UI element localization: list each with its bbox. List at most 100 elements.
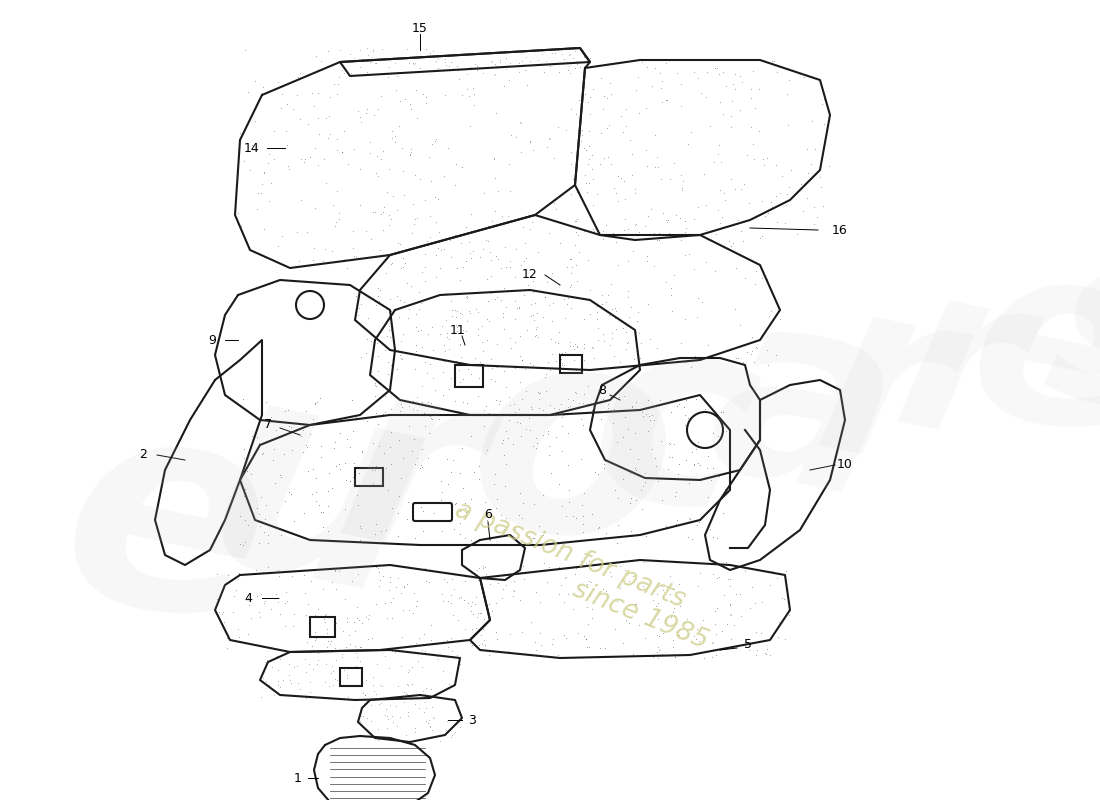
Point bbox=[378, 355, 396, 368]
Point bbox=[550, 403, 568, 416]
Point bbox=[486, 68, 504, 81]
Point bbox=[559, 291, 576, 304]
Point bbox=[625, 352, 642, 365]
Point bbox=[575, 354, 593, 366]
Point bbox=[252, 186, 270, 199]
Point bbox=[572, 366, 590, 378]
Point bbox=[550, 561, 568, 574]
Point bbox=[451, 658, 469, 670]
Point bbox=[416, 695, 433, 708]
Point bbox=[309, 158, 327, 171]
Point bbox=[595, 102, 613, 115]
Point bbox=[579, 601, 596, 614]
Point bbox=[490, 185, 507, 198]
Point bbox=[327, 654, 344, 666]
Point bbox=[652, 82, 670, 94]
Point bbox=[442, 55, 460, 68]
Point bbox=[235, 443, 253, 456]
Point bbox=[554, 293, 572, 306]
Point bbox=[440, 678, 458, 690]
Point bbox=[581, 307, 598, 320]
Point bbox=[666, 602, 683, 614]
Point bbox=[675, 590, 693, 602]
Point bbox=[725, 78, 742, 90]
Point bbox=[549, 121, 566, 134]
Point bbox=[568, 386, 585, 399]
Point bbox=[279, 658, 297, 670]
Point bbox=[575, 486, 593, 499]
Point bbox=[638, 61, 656, 74]
Point bbox=[564, 173, 582, 186]
Point bbox=[471, 639, 488, 652]
Point bbox=[535, 556, 552, 569]
Point bbox=[417, 97, 434, 110]
Point bbox=[367, 518, 385, 531]
Point bbox=[397, 686, 415, 699]
Point bbox=[724, 236, 741, 249]
Point bbox=[337, 593, 354, 606]
Point bbox=[437, 344, 454, 357]
Point bbox=[638, 102, 656, 114]
Point bbox=[463, 596, 481, 609]
Point bbox=[229, 622, 246, 635]
Point bbox=[630, 106, 648, 119]
Point bbox=[507, 312, 525, 325]
Point bbox=[576, 143, 594, 156]
Point bbox=[265, 125, 283, 138]
Point bbox=[644, 80, 661, 93]
Point bbox=[309, 602, 327, 615]
Point bbox=[409, 631, 427, 644]
Point bbox=[365, 390, 383, 402]
Point bbox=[626, 598, 644, 610]
Point bbox=[562, 253, 580, 266]
Point bbox=[575, 225, 593, 238]
Point bbox=[437, 53, 454, 66]
Point bbox=[377, 301, 395, 314]
Point bbox=[392, 94, 409, 107]
Point bbox=[502, 184, 519, 197]
Point bbox=[510, 594, 528, 606]
Point bbox=[492, 55, 509, 68]
Point bbox=[306, 142, 323, 154]
Point bbox=[353, 53, 371, 66]
Point bbox=[440, 343, 458, 356]
Point bbox=[246, 74, 264, 87]
Point bbox=[379, 367, 397, 380]
Point bbox=[344, 425, 362, 438]
Point bbox=[288, 659, 306, 672]
Point bbox=[805, 72, 823, 85]
Point bbox=[580, 555, 597, 568]
Point bbox=[354, 710, 372, 722]
Point bbox=[360, 633, 377, 646]
Point bbox=[383, 710, 400, 722]
Point bbox=[352, 715, 370, 728]
Point bbox=[547, 335, 564, 348]
Point bbox=[688, 392, 705, 405]
Point bbox=[371, 439, 388, 452]
Point bbox=[606, 311, 624, 324]
Point bbox=[615, 174, 632, 187]
Point bbox=[393, 630, 410, 643]
Point bbox=[594, 233, 612, 246]
Point bbox=[556, 311, 573, 324]
Point bbox=[284, 102, 301, 115]
Point bbox=[716, 588, 734, 601]
Point bbox=[585, 225, 603, 238]
Point bbox=[527, 322, 544, 335]
Point bbox=[417, 682, 434, 694]
Point bbox=[463, 622, 481, 635]
Point bbox=[282, 487, 299, 500]
Point bbox=[390, 119, 408, 132]
Point bbox=[708, 532, 726, 545]
Point bbox=[305, 463, 322, 476]
Point bbox=[424, 413, 441, 426]
Point bbox=[301, 676, 319, 689]
Point bbox=[448, 305, 465, 318]
Point bbox=[418, 90, 436, 103]
Point bbox=[345, 615, 363, 628]
Point bbox=[381, 209, 398, 222]
Point bbox=[400, 603, 418, 616]
Point bbox=[385, 715, 403, 728]
Point bbox=[638, 250, 656, 262]
Point bbox=[626, 325, 644, 338]
